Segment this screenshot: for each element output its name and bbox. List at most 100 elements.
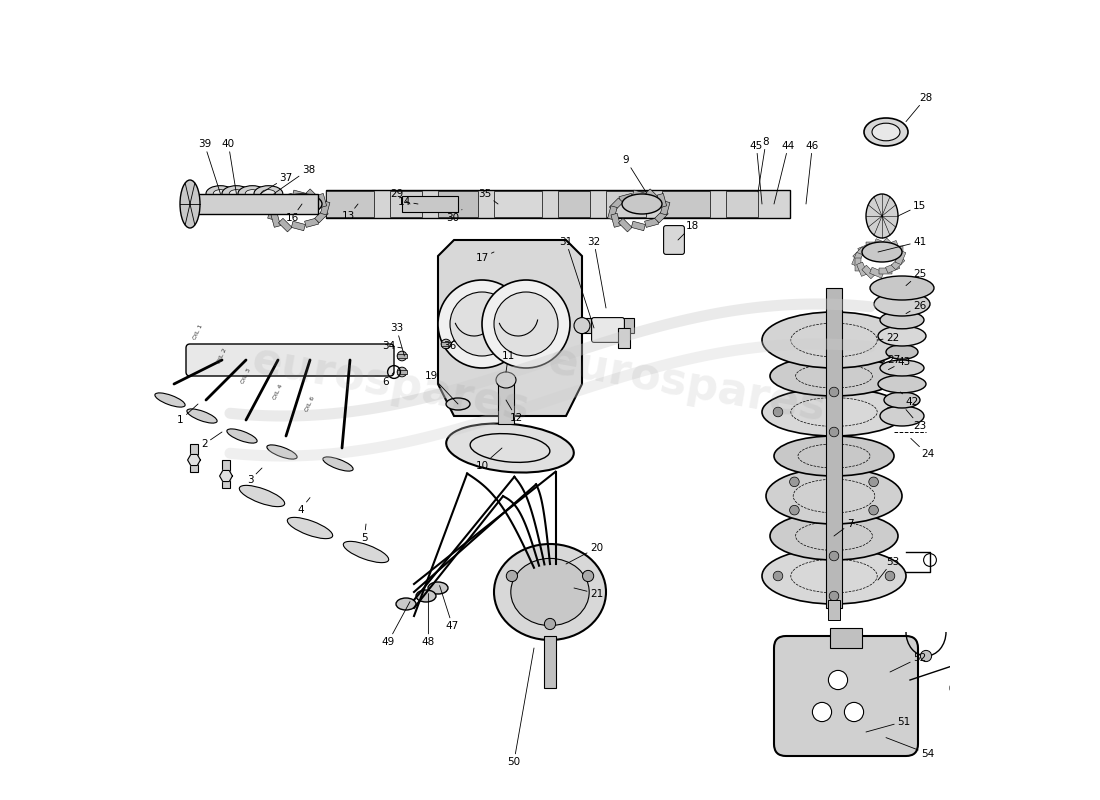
Text: 19: 19 bbox=[425, 371, 458, 404]
Ellipse shape bbox=[155, 393, 185, 407]
Text: 41: 41 bbox=[878, 237, 926, 252]
Bar bbox=[610, 214, 620, 227]
Ellipse shape bbox=[187, 409, 217, 423]
Ellipse shape bbox=[213, 190, 228, 198]
Bar bbox=[326, 191, 374, 217]
Ellipse shape bbox=[206, 186, 234, 202]
Text: 12: 12 bbox=[506, 400, 522, 422]
Ellipse shape bbox=[870, 276, 934, 300]
Text: OIL 6: OIL 6 bbox=[305, 395, 316, 413]
Text: 3: 3 bbox=[246, 468, 262, 485]
Circle shape bbox=[829, 387, 839, 397]
Bar bbox=[494, 191, 542, 217]
Bar bbox=[855, 258, 861, 271]
Bar bbox=[857, 262, 868, 276]
Ellipse shape bbox=[762, 388, 906, 436]
Bar bbox=[326, 190, 790, 218]
Text: 35: 35 bbox=[477, 189, 498, 204]
Bar bbox=[618, 218, 632, 232]
Bar bbox=[726, 191, 758, 217]
Ellipse shape bbox=[872, 123, 900, 141]
Circle shape bbox=[828, 670, 848, 690]
Text: 9: 9 bbox=[623, 155, 646, 192]
Text: 38: 38 bbox=[274, 165, 315, 194]
Circle shape bbox=[441, 339, 451, 349]
Bar bbox=[826, 288, 842, 608]
Ellipse shape bbox=[862, 242, 902, 262]
Ellipse shape bbox=[880, 360, 924, 376]
Text: OIL 3: OIL 3 bbox=[240, 367, 252, 385]
Text: 21: 21 bbox=[574, 588, 603, 598]
Bar bbox=[279, 194, 293, 203]
Circle shape bbox=[829, 551, 839, 561]
Bar bbox=[654, 210, 668, 223]
Ellipse shape bbox=[880, 311, 924, 329]
Bar bbox=[852, 247, 867, 261]
Ellipse shape bbox=[267, 445, 297, 459]
Text: 11: 11 bbox=[502, 351, 515, 372]
Text: 23: 23 bbox=[906, 410, 926, 430]
Bar bbox=[320, 201, 330, 215]
Ellipse shape bbox=[428, 582, 448, 594]
Bar bbox=[498, 380, 514, 424]
Bar bbox=[441, 342, 451, 346]
Ellipse shape bbox=[621, 194, 662, 214]
Bar bbox=[827, 600, 840, 620]
Circle shape bbox=[845, 702, 864, 722]
Text: 45: 45 bbox=[750, 141, 763, 204]
FancyBboxPatch shape bbox=[186, 344, 394, 376]
Bar bbox=[271, 214, 281, 227]
Circle shape bbox=[482, 280, 570, 368]
Ellipse shape bbox=[770, 356, 898, 396]
Ellipse shape bbox=[446, 398, 470, 410]
Text: 22: 22 bbox=[878, 333, 899, 342]
Text: 1: 1 bbox=[177, 404, 198, 425]
Text: 52: 52 bbox=[890, 653, 926, 672]
Ellipse shape bbox=[282, 194, 322, 214]
Circle shape bbox=[790, 477, 800, 486]
Bar bbox=[896, 246, 903, 258]
Bar bbox=[305, 218, 319, 227]
Bar bbox=[222, 460, 230, 488]
Ellipse shape bbox=[864, 118, 907, 146]
Circle shape bbox=[773, 571, 783, 581]
Ellipse shape bbox=[287, 518, 332, 538]
Circle shape bbox=[790, 506, 800, 515]
Text: 37: 37 bbox=[261, 173, 293, 194]
Circle shape bbox=[397, 351, 407, 361]
Bar bbox=[190, 444, 198, 472]
Bar bbox=[873, 238, 888, 250]
Text: 20: 20 bbox=[566, 543, 603, 564]
Bar bbox=[619, 194, 632, 203]
Circle shape bbox=[921, 650, 932, 662]
Text: 18: 18 bbox=[678, 221, 698, 240]
Circle shape bbox=[544, 618, 556, 630]
Bar bbox=[317, 194, 327, 207]
PathPatch shape bbox=[438, 240, 582, 416]
Text: 10: 10 bbox=[475, 448, 502, 470]
Bar bbox=[618, 328, 630, 348]
Ellipse shape bbox=[494, 544, 606, 640]
Bar bbox=[870, 267, 884, 278]
Polygon shape bbox=[188, 454, 200, 466]
Circle shape bbox=[869, 506, 879, 515]
Text: 47: 47 bbox=[440, 586, 459, 630]
Bar bbox=[292, 222, 306, 230]
Ellipse shape bbox=[222, 186, 251, 202]
Bar bbox=[879, 268, 892, 274]
Ellipse shape bbox=[880, 406, 924, 426]
Text: 25: 25 bbox=[906, 269, 926, 286]
Circle shape bbox=[813, 702, 832, 722]
Bar bbox=[306, 189, 319, 202]
Text: 33: 33 bbox=[389, 323, 405, 356]
Bar bbox=[293, 190, 306, 199]
Text: 2: 2 bbox=[201, 432, 222, 449]
Text: 53: 53 bbox=[878, 557, 899, 580]
Text: 4: 4 bbox=[297, 498, 310, 514]
Bar bbox=[662, 191, 710, 217]
Ellipse shape bbox=[396, 598, 416, 610]
Text: 54: 54 bbox=[886, 738, 934, 758]
Bar bbox=[582, 318, 634, 333]
Text: 13: 13 bbox=[342, 204, 358, 221]
Bar bbox=[631, 222, 646, 230]
